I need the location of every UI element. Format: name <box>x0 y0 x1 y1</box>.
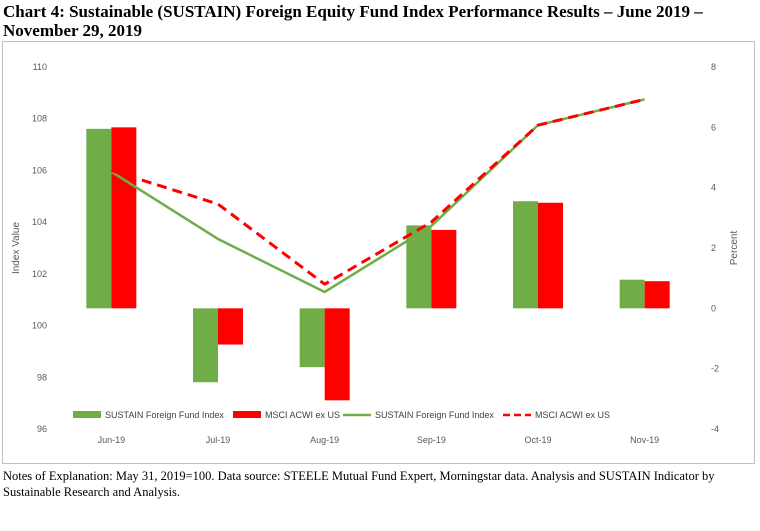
bars-layer <box>86 127 670 401</box>
bar-msci <box>218 308 243 345</box>
y2-tick-label: 6 <box>711 122 716 132</box>
bar-sustain <box>513 201 538 309</box>
bar-msci <box>324 308 350 401</box>
x-tick-label: Jun-19 <box>98 435 126 445</box>
y-tick-label: 98 <box>37 372 47 382</box>
legend-swatch <box>233 411 261 418</box>
notes-of-explanation: Notes of Explanation: May 31, 2019=100. … <box>3 469 715 499</box>
y2-tick-label: 4 <box>711 183 716 193</box>
y2-tick-label: 8 <box>711 62 716 72</box>
chart-svg: 110 108 106 104 102 100 98 96 8 6 4 2 0 -2 -4 Jun-19 Jul… <box>11 62 740 445</box>
y-tick-label: 102 <box>32 269 47 279</box>
bar-msci <box>111 127 137 309</box>
y2-tick-label: 0 <box>711 303 716 313</box>
legend-label: SUSTAIN Foreign Fund Index <box>375 410 494 420</box>
y2-tick-label: 2 <box>711 243 716 253</box>
legend-label: SUSTAIN Foreign Fund Index <box>105 410 224 420</box>
lines-layer <box>110 97 646 294</box>
bar-sustain <box>299 308 325 368</box>
legend-label: MSCI ACWI ex US <box>535 410 610 420</box>
y2-axis-title: Percent <box>729 231 740 266</box>
bar-sustain <box>86 128 112 309</box>
legend-swatch <box>73 411 101 418</box>
x-tick-label: Sep-19 <box>417 435 446 445</box>
y-tick-label: 100 <box>32 321 47 331</box>
bar-sustain <box>193 308 218 383</box>
x-tick-label: Jul-19 <box>206 435 231 445</box>
bar-msci <box>644 281 670 309</box>
x-tick-label: Oct-19 <box>524 435 551 445</box>
chart-area: 110 108 106 104 102 100 98 96 8 6 4 2 0 -2 -4 Jun-19 Jul… <box>2 41 755 464</box>
axes-layer: 110 108 106 104 102 100 98 96 8 6 4 2 0 -2 -4 Jun-19 Jul… <box>11 62 740 445</box>
legend-label: MSCI ACWI ex US <box>265 410 340 420</box>
y-tick-label: 110 <box>33 62 47 72</box>
line-msci <box>110 97 646 286</box>
y-tick-label: 104 <box>32 217 47 227</box>
legend: SUSTAIN Foreign Fund Index MSCI ACWI ex U… <box>73 410 610 420</box>
bar-msci <box>431 229 457 309</box>
y2-tick-label: -4 <box>711 424 719 434</box>
y-tick-label: 108 <box>32 114 47 124</box>
bar-msci <box>538 202 563 309</box>
x-tick-label: Aug-19 <box>310 435 339 445</box>
x-tick-label: Nov-19 <box>630 435 659 445</box>
y-tick-label: 106 <box>32 165 47 175</box>
y-axis-title: Index Value <box>11 222 22 275</box>
chart-title: Chart 4: Sustainable (SUSTAIN) Foreign E… <box>3 2 703 40</box>
y-tick-label: 96 <box>37 424 47 434</box>
bar-sustain <box>619 279 645 309</box>
y2-tick-label: -2 <box>711 364 719 374</box>
